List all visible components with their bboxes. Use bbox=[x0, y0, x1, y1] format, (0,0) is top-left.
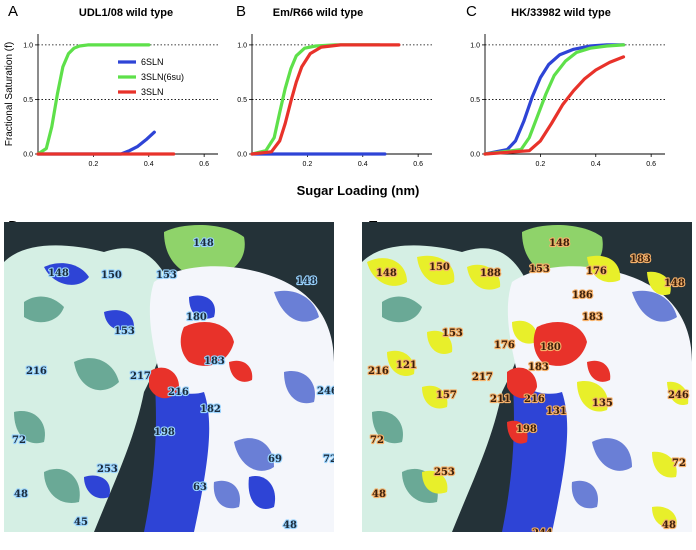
series-line-6sln bbox=[483, 43, 626, 156]
residue-label: 135 bbox=[592, 398, 613, 409]
panel-letter-b: B bbox=[236, 3, 246, 20]
residue-label: 188 bbox=[480, 268, 501, 279]
y-tick-label: 0.5 bbox=[237, 97, 247, 104]
residue-label: 48 bbox=[372, 489, 386, 500]
residue-label: 217 bbox=[472, 372, 493, 383]
residue-label: 182 bbox=[200, 404, 221, 415]
residue-label: 131 bbox=[546, 406, 567, 417]
x-tick-label: 0.2 bbox=[89, 161, 99, 168]
residue-label: 216 bbox=[26, 366, 47, 377]
residue-label: 63 bbox=[193, 482, 207, 493]
residue-label: 148 bbox=[193, 238, 214, 249]
residue-label: 198 bbox=[516, 424, 537, 435]
residue-label: 253 bbox=[97, 464, 118, 475]
x-tick-label: 0.6 bbox=[413, 161, 423, 168]
residue-label: 216 bbox=[524, 394, 545, 405]
x-tick-label: 0.2 bbox=[303, 161, 313, 168]
residue-label: 148 bbox=[664, 278, 685, 289]
legend-label: 6SLN bbox=[141, 57, 164, 67]
x-tick-label: 0.6 bbox=[646, 161, 656, 168]
y-tick-label: 1.0 bbox=[237, 42, 247, 49]
residue-label: 244 bbox=[532, 528, 553, 532]
residue-label: 148 bbox=[376, 268, 397, 279]
series-line-3sln6su bbox=[483, 43, 626, 156]
residue-label: 148 bbox=[296, 276, 317, 287]
chart-title: Em/R66 wild type bbox=[273, 7, 363, 19]
residue-label: 217 bbox=[130, 371, 151, 382]
residue-label: 216 bbox=[368, 366, 389, 377]
x-tick-label: 0.4 bbox=[591, 161, 601, 168]
residue-label: 72 bbox=[323, 454, 334, 465]
y-tick-label: 0.0 bbox=[237, 152, 247, 159]
legend-label: 3SLN(6su) bbox=[141, 72, 184, 82]
chart-title: HK/33982 wild type bbox=[511, 7, 611, 19]
residue-label: 157 bbox=[436, 390, 457, 401]
residue-label: 183 bbox=[528, 362, 549, 373]
y-tick-label: 1.0 bbox=[23, 42, 33, 49]
residue-label: 176 bbox=[586, 266, 607, 277]
residue-label: 72 bbox=[370, 435, 384, 446]
legend-label: 3SLN bbox=[141, 87, 164, 97]
residue-label: 186 bbox=[572, 290, 593, 301]
y-tick-label: 0.5 bbox=[470, 97, 480, 104]
series-line-3sln bbox=[250, 43, 401, 156]
x-tick-label: 0.6 bbox=[199, 161, 209, 168]
residue-label: 216 bbox=[168, 387, 189, 398]
residue-label: 72 bbox=[12, 435, 26, 446]
residue-label: 148 bbox=[549, 238, 570, 249]
y-tick-label: 1.0 bbox=[470, 42, 480, 49]
residue-label: 121 bbox=[396, 360, 417, 371]
residue-label: 48 bbox=[662, 520, 676, 531]
series-line-3sln6su bbox=[36, 43, 151, 156]
residue-label: 198 bbox=[154, 427, 175, 438]
chart-title: UDL1/08 wild type bbox=[79, 7, 173, 19]
binding-curves-figure: A UDL1/08 wild type 0.2 0.4 0.6 0.0 0.5 1.0 Frac… bbox=[4, 3, 665, 198]
structure-panel-d: 148 150 148 153 148 153 180 183 216 217 216 182 246 1… bbox=[4, 222, 334, 532]
residue-label: 180 bbox=[186, 312, 207, 323]
y-tick-label: 0.5 bbox=[23, 97, 33, 104]
x-axis-title: Sugar Loading (nm) bbox=[297, 183, 420, 198]
residue-label: 153 bbox=[442, 328, 463, 339]
residue-label: 153 bbox=[114, 326, 135, 337]
residue-label: 180 bbox=[540, 342, 561, 353]
residue-label: 253 bbox=[434, 467, 455, 478]
structure-e-surface bbox=[362, 222, 692, 532]
panel-letter-a: A bbox=[8, 3, 18, 20]
residue-label: 176 bbox=[494, 340, 515, 351]
residue-label: 183 bbox=[204, 356, 225, 367]
y-tick-label: 0.0 bbox=[470, 152, 480, 159]
residue-label: 183 bbox=[582, 312, 603, 323]
structure-d-residue-labels: 148 150 148 153 148 153 180 183 216 217 216 182 246 1… bbox=[11, 237, 334, 532]
residue-label: 48 bbox=[14, 489, 28, 500]
residue-label: 183 bbox=[630, 254, 651, 265]
residue-label: 211 bbox=[490, 394, 511, 405]
series-line-6sln bbox=[36, 130, 156, 156]
residue-label: 246 bbox=[317, 386, 334, 397]
panel-letter-c: C bbox=[466, 3, 477, 20]
residue-label: 153 bbox=[156, 270, 177, 281]
x-tick-label: 0.4 bbox=[144, 161, 154, 168]
y-axis-title: Fractional Saturation (f) bbox=[4, 42, 15, 147]
structure-d-surface bbox=[4, 222, 334, 532]
series-line-3sln bbox=[483, 55, 626, 156]
residue-label: 246 bbox=[668, 390, 689, 401]
x-tick-label: 0.2 bbox=[536, 161, 546, 168]
y-tick-label: 0.0 bbox=[23, 152, 33, 159]
residue-label: 45 bbox=[74, 517, 88, 528]
residue-label: 69 bbox=[268, 454, 282, 465]
residue-label: 148 bbox=[48, 268, 69, 279]
residue-label: 72 bbox=[672, 458, 686, 469]
structure-panel-e: 148 150 188 148 153 176 183 148 186 183 153 176 180 1… bbox=[362, 222, 692, 532]
residue-label: 150 bbox=[101, 270, 122, 281]
residue-label: 150 bbox=[429, 262, 450, 273]
residue-label: 153 bbox=[529, 264, 550, 275]
structure-e-residue-labels: 148 150 188 148 153 176 183 148 186 183 153 176 180 1… bbox=[367, 237, 690, 532]
residue-label: 48 bbox=[283, 520, 297, 531]
x-tick-label: 0.4 bbox=[358, 161, 368, 168]
